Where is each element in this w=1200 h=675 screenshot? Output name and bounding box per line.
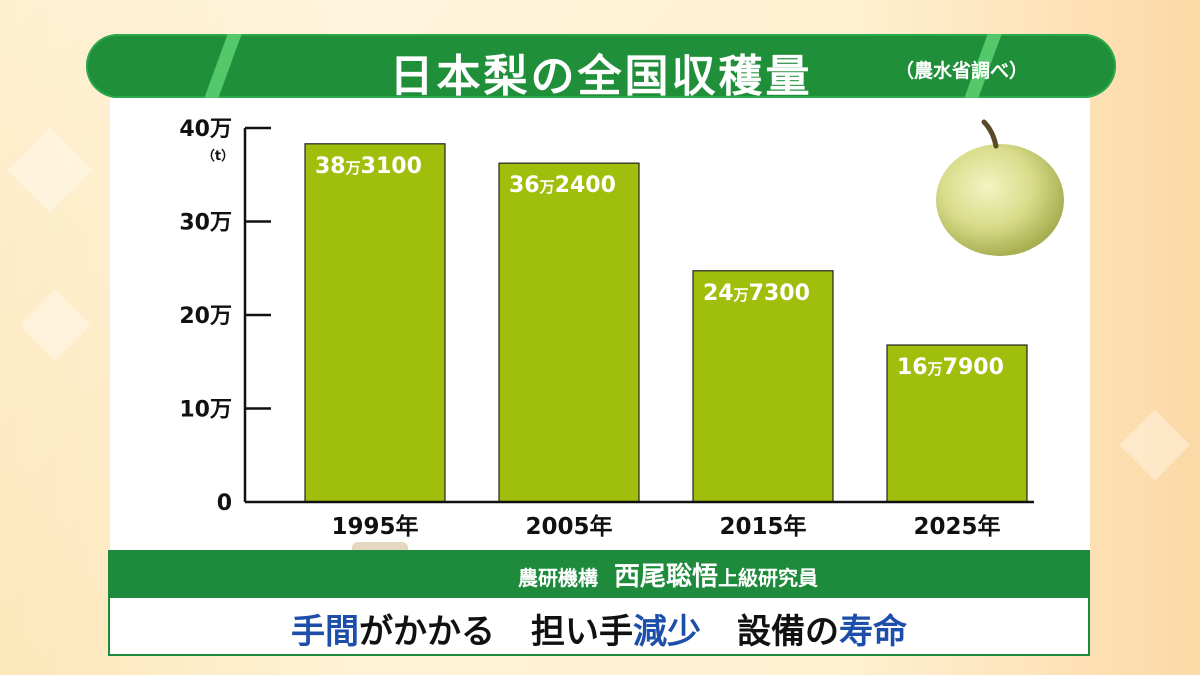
- headline-bar: 手間がかかる 担い手減少 設備の寿命: [108, 598, 1090, 656]
- source-note: （農水省調べ）: [894, 60, 1028, 82]
- y-tick-label: 30万: [179, 211, 232, 236]
- bar-value-label: 36万2400: [509, 173, 616, 198]
- background-diamond: [7, 127, 93, 213]
- speaker-role: 上級研究員: [718, 566, 819, 590]
- y-unit-label: （t）: [202, 148, 234, 164]
- x-tick-label: 2015年: [719, 513, 806, 540]
- headline-segment: 担い手: [531, 612, 633, 652]
- chart-panel: 38万3100 1995年 36万2400 2005年 24万7300 2015年 16万7…: [110, 98, 1090, 550]
- y-tick-label: 20万: [179, 304, 232, 329]
- bar-value-label: 24万7300: [703, 281, 810, 306]
- headline-segment: 減少: [633, 612, 701, 652]
- chart-title: 日本梨の全国収穫量: [389, 51, 813, 98]
- speaker-name: 西尾聡悟: [614, 562, 719, 592]
- headline-segment: がかかる: [359, 612, 495, 652]
- x-tick-label: 2025年: [913, 513, 1000, 540]
- pear-photo-icon: [930, 118, 1070, 258]
- title-banner: 日本梨の全国収穫量 （農水省調べ）: [86, 34, 1116, 98]
- bar: [886, 344, 1028, 503]
- background-diamond: [1119, 409, 1191, 481]
- background-diamond: [19, 289, 91, 361]
- x-tick-label: 1995年: [331, 513, 418, 540]
- speaker-bar: 農研機構 西尾聡悟上級研究員: [108, 550, 1090, 598]
- bar-chart: 38万3100 1995年 36万2400 2005年 24万7300 2015年 16万7…: [179, 117, 1034, 540]
- x-tick-label: 2005年: [525, 513, 612, 540]
- headline-segment: 寿命: [839, 612, 907, 652]
- y-tick-label: 40万: [179, 117, 232, 142]
- speaker-credit: 農研機構 西尾聡悟上級研究員: [518, 556, 818, 593]
- bar: [692, 270, 834, 503]
- bar-value-label: 16万7900: [897, 355, 1004, 380]
- speaker-organization: 農研機構: [518, 566, 598, 590]
- headline-segment: 設備の: [737, 612, 839, 652]
- y-tick-label: 10万: [179, 398, 232, 423]
- headline-text: 手間がかかる 担い手減少 設備の寿命: [110, 604, 1088, 653]
- bar-value-label: 38万3100: [315, 154, 422, 179]
- bar: [498, 162, 640, 503]
- headline-segment: 手間: [291, 612, 359, 652]
- bar: [304, 143, 446, 503]
- y-tick-label: 0: [217, 491, 232, 516]
